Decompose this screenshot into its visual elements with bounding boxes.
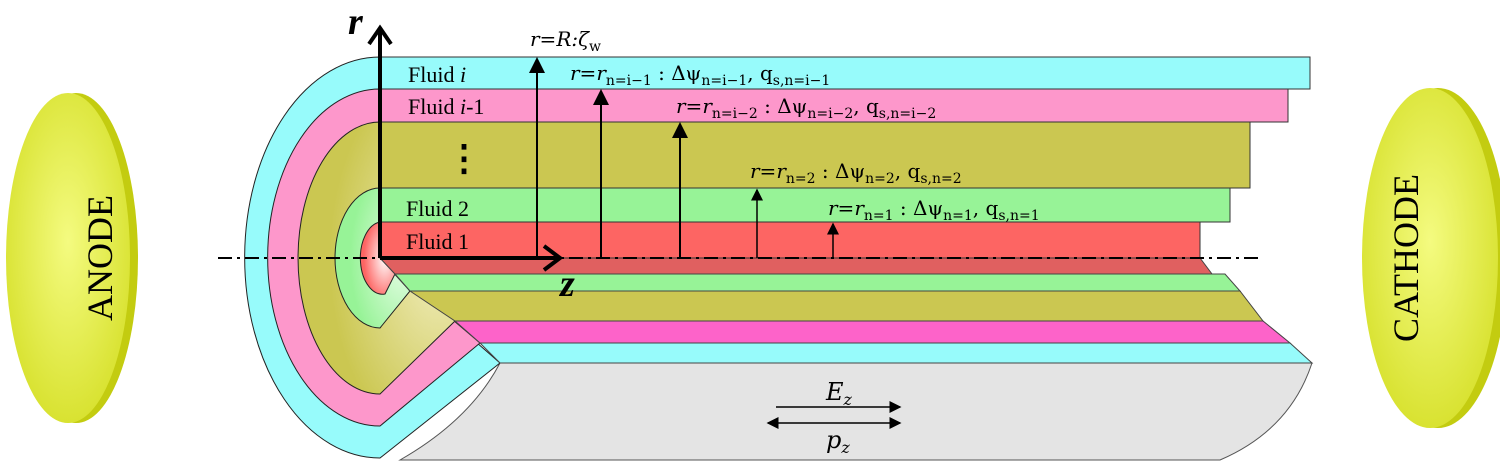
fluid-label-part: i: [460, 62, 466, 87]
interface-label-part: , q: [895, 159, 921, 183]
fluid-label: Fluid 2: [406, 196, 469, 221]
layer-fluid-1: [379, 221, 1201, 259]
interface-label: r=rn=1 : Δψn=1, qs,n=1: [828, 196, 1040, 224]
channel-wall-slab: [398, 362, 1313, 461]
fluid-label-part: i: [460, 94, 466, 119]
fluid-label-part: Fluid: [408, 62, 460, 87]
ellipsis: ⋮: [446, 138, 482, 178]
layer-fluid-mid: [379, 121, 1251, 189]
interface-label-part: : Δψ: [652, 61, 702, 85]
fluid-label: Fluid i: [408, 62, 466, 87]
interface-label-part: n=i−1: [606, 73, 652, 89]
interface-label-part: s,n=i−1: [773, 73, 831, 89]
interface-label-part: , q: [973, 196, 999, 220]
interface-label-part: n=1: [943, 208, 973, 224]
interface-label-part: : Δψ: [758, 94, 808, 118]
fluid-label-part: -1: [466, 94, 484, 119]
interface-label: r=rn=i−2 : Δψn=i−2, qs,n=i−2: [676, 94, 936, 122]
interface-label-part: r=r: [676, 94, 713, 118]
interface-label-part: n=i−2: [712, 106, 758, 122]
cathode: CATHODE: [1362, 88, 1500, 428]
electric-field-label: Ez: [825, 378, 853, 409]
interface-label-part: n=2: [865, 171, 895, 187]
interface-label-part: r=r: [570, 61, 607, 85]
interface-arrows: [529, 57, 839, 258]
anode-label: ANODE: [80, 195, 120, 321]
fluid-label-part: Fluid 1: [406, 229, 469, 254]
anode: ANODE: [6, 93, 138, 423]
interface-label-part: n=i−1: [701, 73, 747, 89]
interface-label: r=rn=2 : Δψn=2, qs,n=2: [750, 159, 962, 187]
interface-label: r=R:ζw: [530, 27, 601, 55]
interface-label-part: s,n=1: [998, 208, 1039, 224]
interface-label-part: , q: [747, 61, 773, 85]
cathode-label: CATHODE: [1386, 174, 1426, 342]
z-axis-label: z: [558, 263, 575, 305]
interface-label-part: w: [589, 39, 601, 55]
fluid-label-part: Fluid 2: [406, 196, 469, 221]
interface-label-part: n=1: [864, 208, 894, 224]
interface-label-part: s,n=2: [920, 171, 961, 187]
interface-label-part: s,n=i−2: [879, 106, 937, 122]
layer-fluid-2: [379, 187, 1231, 223]
interface-label-part: r=R:ζ: [530, 27, 590, 51]
fluid-label: Fluid 1: [406, 229, 469, 254]
fluid-label: Fluid i-1: [408, 94, 484, 119]
interface-label-part: , q: [853, 94, 879, 118]
coordinate-axes: [367, 24, 564, 272]
r-axis-label: r: [348, 1, 364, 43]
pressure-gradient-label: pz: [826, 426, 850, 457]
interface-label: r=rn=i−1 : Δψn=i−1, qs,n=i−1: [570, 61, 830, 89]
interface-label-part: r=r: [828, 196, 865, 220]
fluid-layers: [379, 56, 1311, 259]
interface-label-part: : Δψ: [816, 159, 866, 183]
interface-label-part: : Δψ: [894, 196, 944, 220]
lower-layer-stripes: [378, 257, 1314, 364]
interface-label-part: n=2: [786, 171, 816, 187]
layer-fluid-i-1: [379, 88, 1289, 123]
layer-fluid-i: [379, 56, 1311, 90]
interface-label-part: n=i−2: [807, 106, 853, 122]
ring-fluid-1: [359, 221, 396, 295]
interface-label-part: r=r: [750, 159, 787, 183]
fluid-label-part: Fluid: [408, 94, 460, 119]
